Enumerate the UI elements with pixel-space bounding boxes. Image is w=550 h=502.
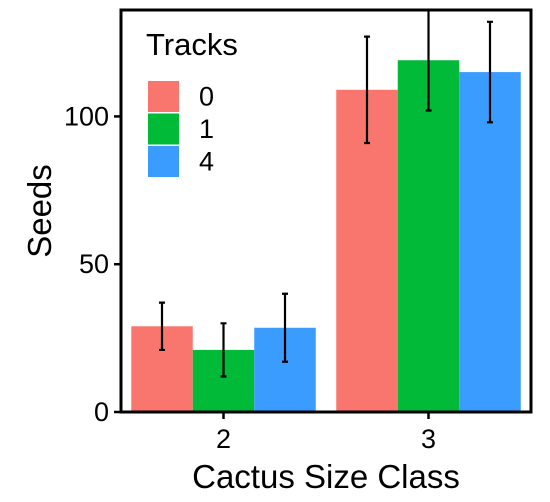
- error-bar-series-4-cat-3: [487, 20, 493, 124]
- legend-key-1: [148, 113, 179, 145]
- legend-label-4: 4: [199, 147, 214, 177]
- y-tick-label: 50: [79, 249, 109, 279]
- legend-title: Tracks: [146, 27, 238, 62]
- error-bar-series-1-cat-2: [220, 322, 227, 378]
- legend-label-1: 1: [199, 114, 214, 144]
- y-tick-label: 100: [64, 101, 109, 131]
- error-bar-series-4-cat-2: [282, 292, 288, 363]
- plot-panel-border: [119, 8, 533, 414]
- y-tick-label: 0: [94, 397, 109, 427]
- error-bar-series-0-cat-3: [364, 35, 370, 145]
- legend-key-4: [148, 146, 179, 177]
- x-tick-label: 2: [216, 424, 231, 454]
- error-bar-series-0-cat-2: [159, 301, 165, 352]
- bar-series-4-cat-3: [459, 72, 521, 412]
- legend-label-0: 0: [199, 82, 214, 112]
- y-axis: 0 50 100: [64, 101, 121, 427]
- x-tick-label: 3: [421, 424, 436, 454]
- legend: Tracks 014: [146, 27, 238, 177]
- x-axis-title: Cactus Size Class: [192, 458, 460, 495]
- y-axis-title: Seeds: [21, 164, 58, 258]
- bars-layer: [131, 60, 521, 412]
- legend-key-0: [148, 81, 179, 112]
- bar-series-1-cat-3: [397, 60, 460, 412]
